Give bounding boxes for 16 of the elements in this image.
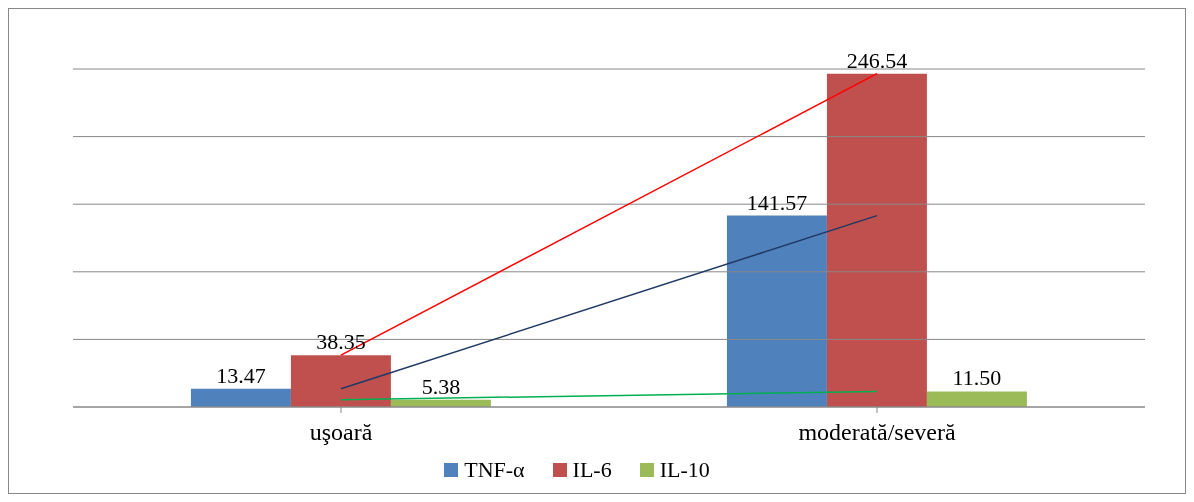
data-label: 13.47 [216,362,266,388]
data-label: 11.50 [952,365,1002,391]
legend-label: IL-6 [572,457,612,483]
x-tick-label: uşoară [309,419,373,446]
bar [190,388,291,407]
bar [926,391,1027,407]
x-tick-label: moderată/severă [798,419,956,446]
data-label: 141.57 [746,189,808,215]
data-label: 38.35 [316,329,366,355]
data-label: 246.54 [846,47,908,73]
legend-label: IL-10 [659,457,710,483]
bar [826,73,927,407]
legend-label: TNF-α [464,457,525,483]
bar [726,215,827,407]
data-label: 5.38 [421,373,461,399]
bar [290,355,391,407]
